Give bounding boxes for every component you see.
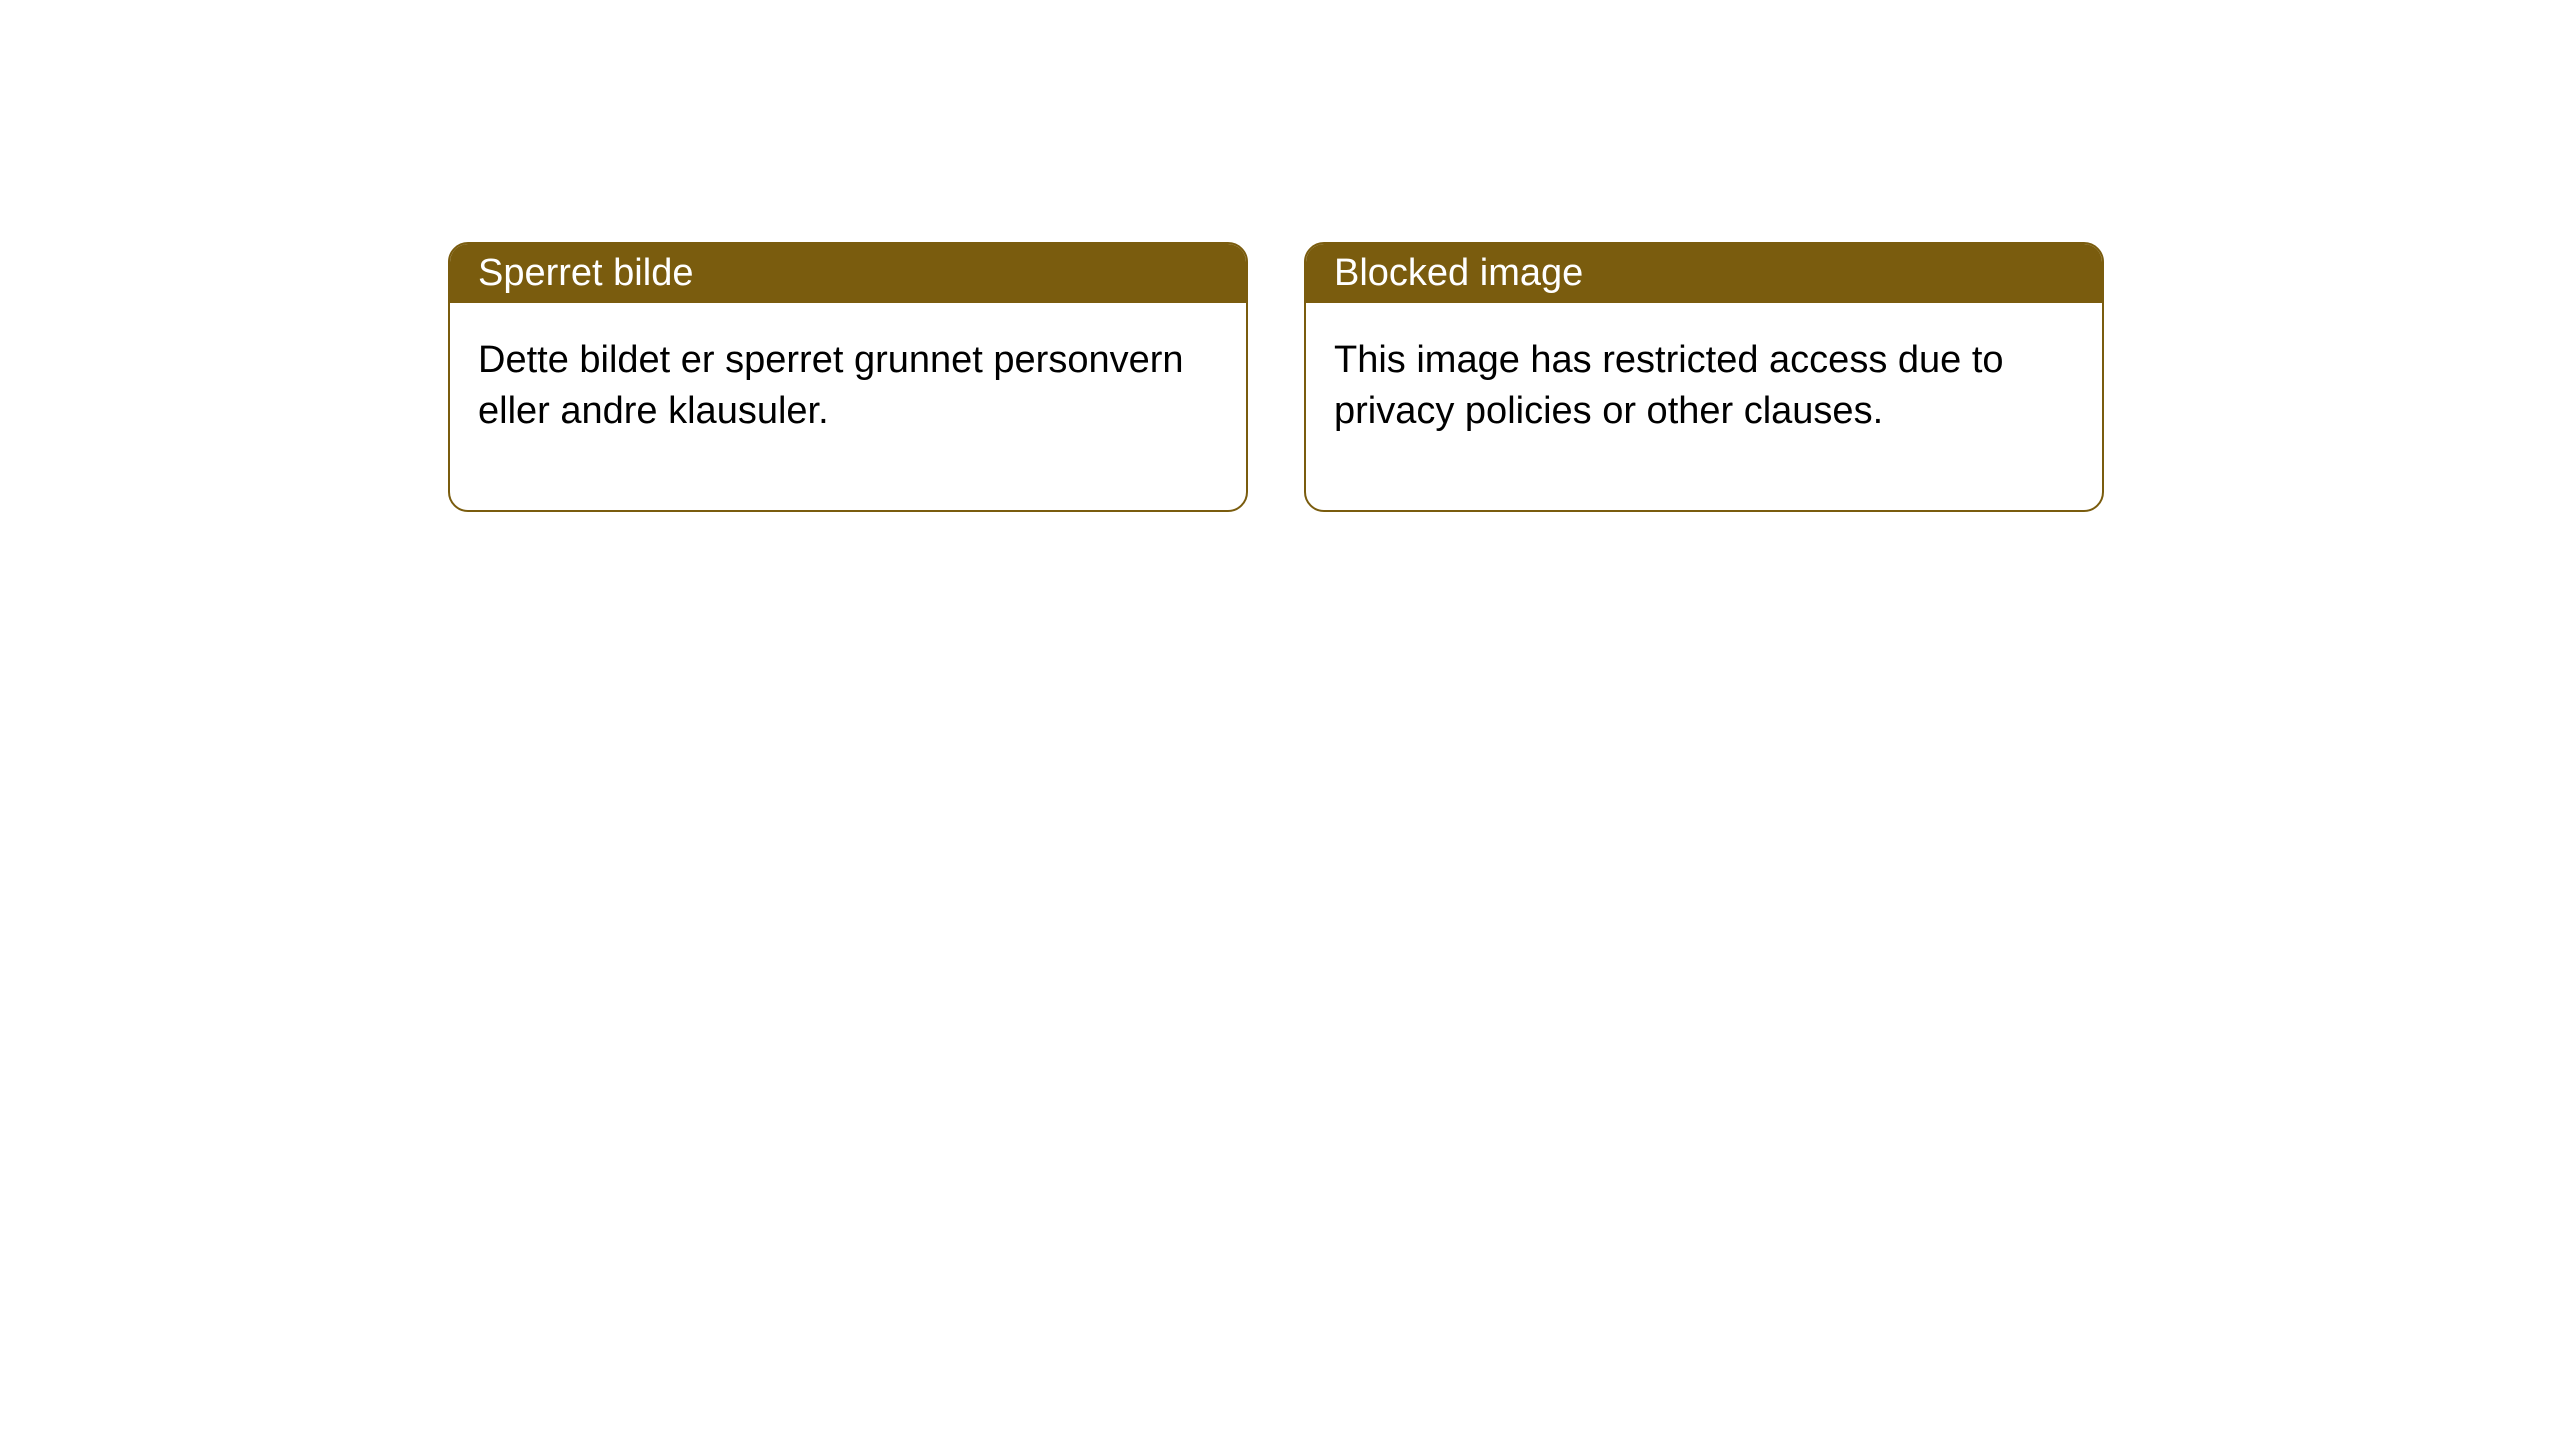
card-body-text-no: Dette bildet er sperret grunnet personve… <box>478 339 1184 432</box>
card-header-no: Sperret bilde <box>450 244 1246 303</box>
notice-card-no: Sperret bilde Dette bildet er sperret gr… <box>448 242 1248 512</box>
card-body-en: This image has restricted access due to … <box>1306 303 2102 510</box>
notice-cards-container: Sperret bilde Dette bildet er sperret gr… <box>448 242 2104 512</box>
card-body-no: Dette bildet er sperret grunnet personve… <box>450 303 1246 510</box>
card-title-en: Blocked image <box>1334 252 1583 294</box>
card-header-en: Blocked image <box>1306 244 2102 303</box>
card-title-no: Sperret bilde <box>478 252 693 294</box>
notice-card-en: Blocked image This image has restricted … <box>1304 242 2104 512</box>
card-body-text-en: This image has restricted access due to … <box>1334 339 2004 432</box>
